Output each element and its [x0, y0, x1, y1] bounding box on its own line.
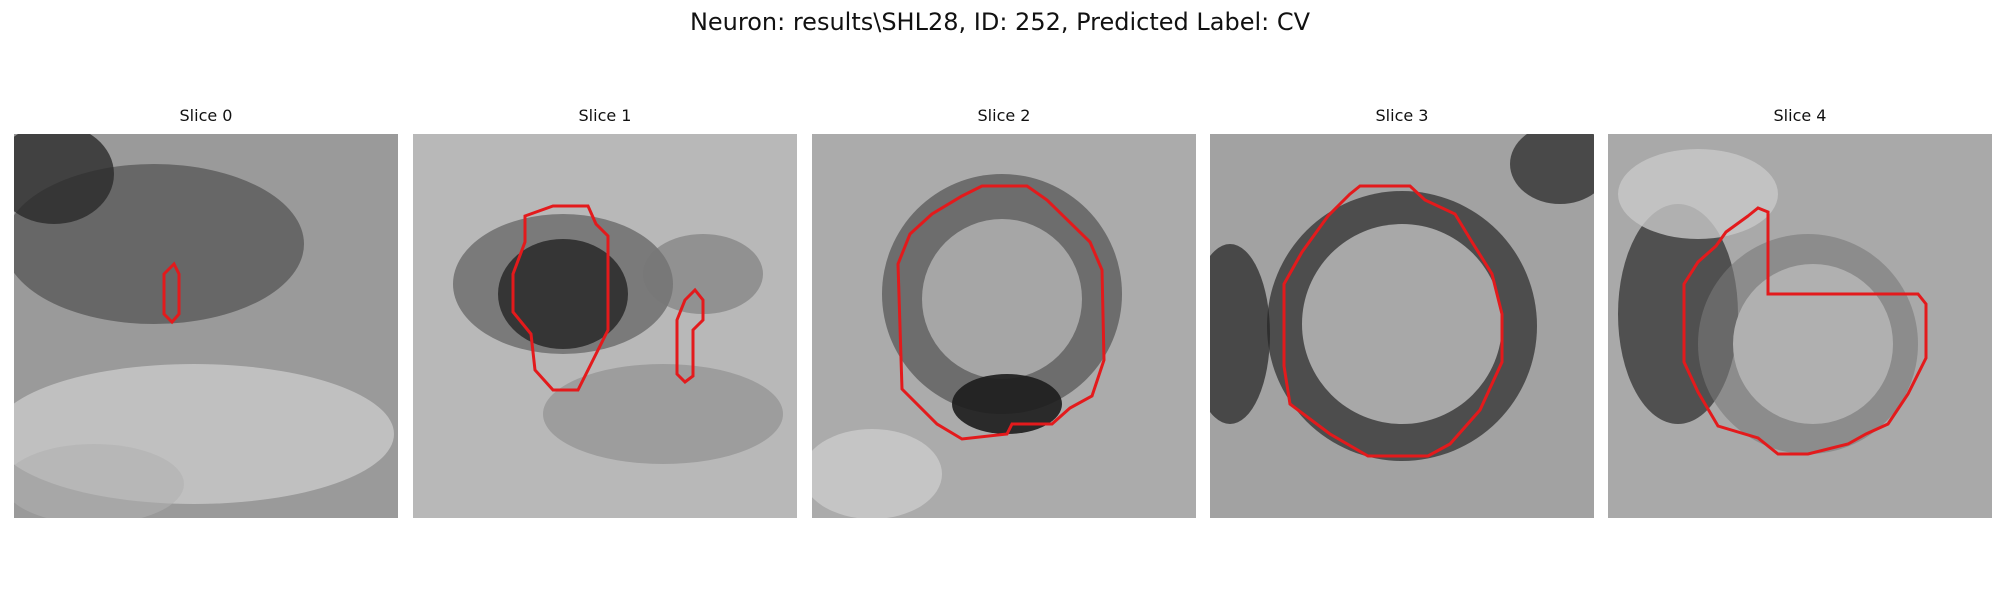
cell-contour — [1682, 206, 1928, 456]
slice-image-svg — [413, 134, 797, 518]
slice-title: Slice 3 — [1375, 106, 1429, 125]
slice-title: Slice 0 — [179, 106, 233, 125]
slice-image — [1608, 134, 1992, 518]
slice-image-svg — [1210, 134, 1594, 518]
cell-contour — [896, 184, 1106, 441]
slice-image-svg — [812, 134, 1196, 518]
side-contour — [675, 287, 705, 384]
slice-image — [413, 134, 797, 518]
slice-image — [1210, 134, 1594, 518]
slice-image-svg — [1608, 134, 1992, 518]
cell-contour — [511, 204, 610, 392]
slice-title: Slice 2 — [977, 106, 1031, 125]
slice-title: Slice 4 — [1773, 106, 1827, 125]
slice-image — [14, 134, 398, 518]
slice-title: Slice 1 — [578, 106, 632, 125]
slice-image — [812, 134, 1196, 518]
slice-image-svg — [14, 134, 398, 518]
figure-title: Neuron: results\SHL28, ID: 252, Predicte… — [689, 8, 1311, 36]
cell-contour — [1282, 184, 1504, 458]
cell-contour — [162, 261, 181, 325]
